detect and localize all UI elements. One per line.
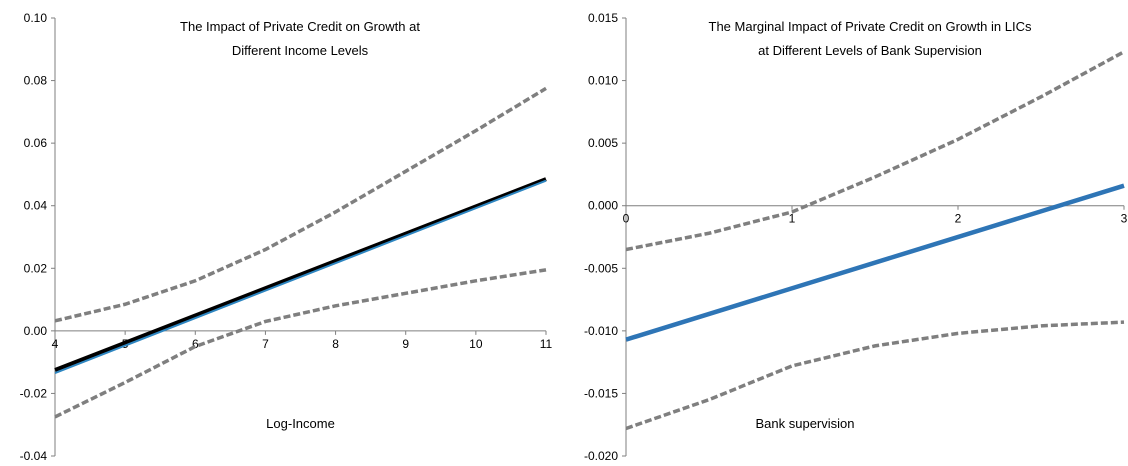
x-tick-label: 8 (332, 337, 339, 351)
chart-1: 0.100.080.060.040.020.00-0.02-0.044 5 6 7 8 9… (20, 11, 553, 463)
y-tick-label: -0.005 (584, 261, 618, 275)
y-tick-label: 0.015 (588, 11, 618, 25)
y-tick-label: 0.06 (24, 136, 48, 150)
x-tick-label: 6 (192, 337, 199, 351)
chart-title-line: The Marginal Impact of Private Credit on… (709, 19, 1032, 34)
chart-title-line: at Different Levels of Bank Supervision (758, 43, 982, 58)
series-upper-bound (625, 50, 1125, 252)
x-tick-label: 7 (262, 337, 269, 351)
series-estimate-black (54, 177, 547, 372)
series-estimate-blue (54, 179, 547, 375)
y-tick-label: 0.005 (588, 136, 618, 150)
x-axis-label: Bank supervision (756, 416, 855, 431)
y-tick-label: -0.02 (20, 386, 48, 400)
y-tick-label: 0.010 (588, 74, 618, 88)
x-tick-label: 2 (955, 212, 962, 226)
y-tick-label: 0.08 (24, 74, 48, 88)
x-tick-label: 0 (623, 212, 630, 226)
y-tick-label: -0.020 (584, 449, 618, 463)
x-tick-label: 4 (52, 337, 59, 351)
y-tick-label: -0.010 (584, 324, 618, 338)
y-tick-label: 0.000 (588, 199, 618, 213)
y-tick-label: 0.00 (24, 324, 48, 338)
y-tick-label: 0.02 (24, 261, 48, 275)
y-tick-label: 0.10 (24, 11, 48, 25)
x-tick-label: 9 (402, 337, 409, 351)
series-estimate (625, 183, 1125, 342)
x-tick-label: 11 (540, 337, 553, 351)
chart-title-line: Different Income Levels (232, 43, 369, 58)
y-tick-label: 0.04 (24, 199, 48, 213)
series-upper-bound (54, 86, 547, 323)
x-tick-label: 10 (469, 337, 483, 351)
chart-title-line: The Impact of Private Credit on Growth a… (180, 19, 420, 34)
chart-2: 0.015 0.010 0.005 0.000 -0.005 -0.010 -0.015 -0… (584, 11, 1128, 463)
x-tick-label: 1 (789, 212, 796, 226)
series-lower-bound (625, 320, 1125, 431)
x-tick-label: 3 (1121, 212, 1128, 226)
series-lower-bound (54, 268, 547, 419)
y-tick-label: -0.04 (20, 449, 48, 463)
x-axis-label: Log-Income (266, 416, 335, 431)
y-tick-label: -0.015 (584, 386, 618, 400)
